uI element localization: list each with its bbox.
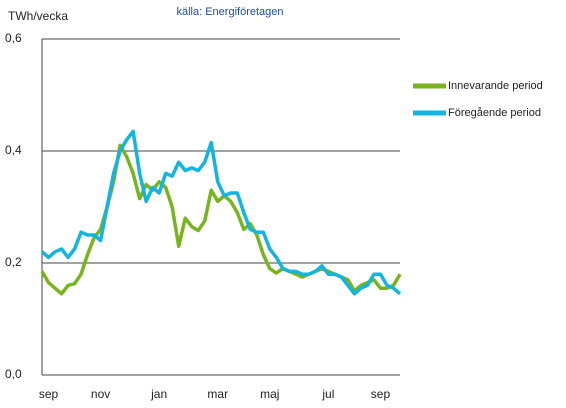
x-tick-label: jan	[150, 387, 167, 401]
chart-title: källa: Energiföretagen	[176, 6, 283, 18]
y-tick-label: 0,6	[5, 31, 22, 45]
y-axis-label: TWh/vecka	[8, 9, 68, 23]
x-tick-label: sep	[39, 387, 59, 401]
x-tick-label: jul	[321, 387, 334, 401]
line-series	[40, 129, 402, 296]
x-tick-label: nov	[91, 387, 110, 401]
y-tick-label: 0,2	[5, 255, 22, 269]
y-tick-label: 0,0	[5, 367, 22, 381]
x-tick-label: maj	[260, 387, 279, 401]
legend-label: Innevarande period	[448, 80, 543, 92]
line-series	[40, 143, 402, 296]
x-tick-label: mar	[207, 387, 228, 401]
legend-label: Föregående period	[448, 107, 541, 119]
y-tick-label: 0,4	[5, 143, 22, 157]
x-tick-label: sep	[371, 387, 391, 401]
